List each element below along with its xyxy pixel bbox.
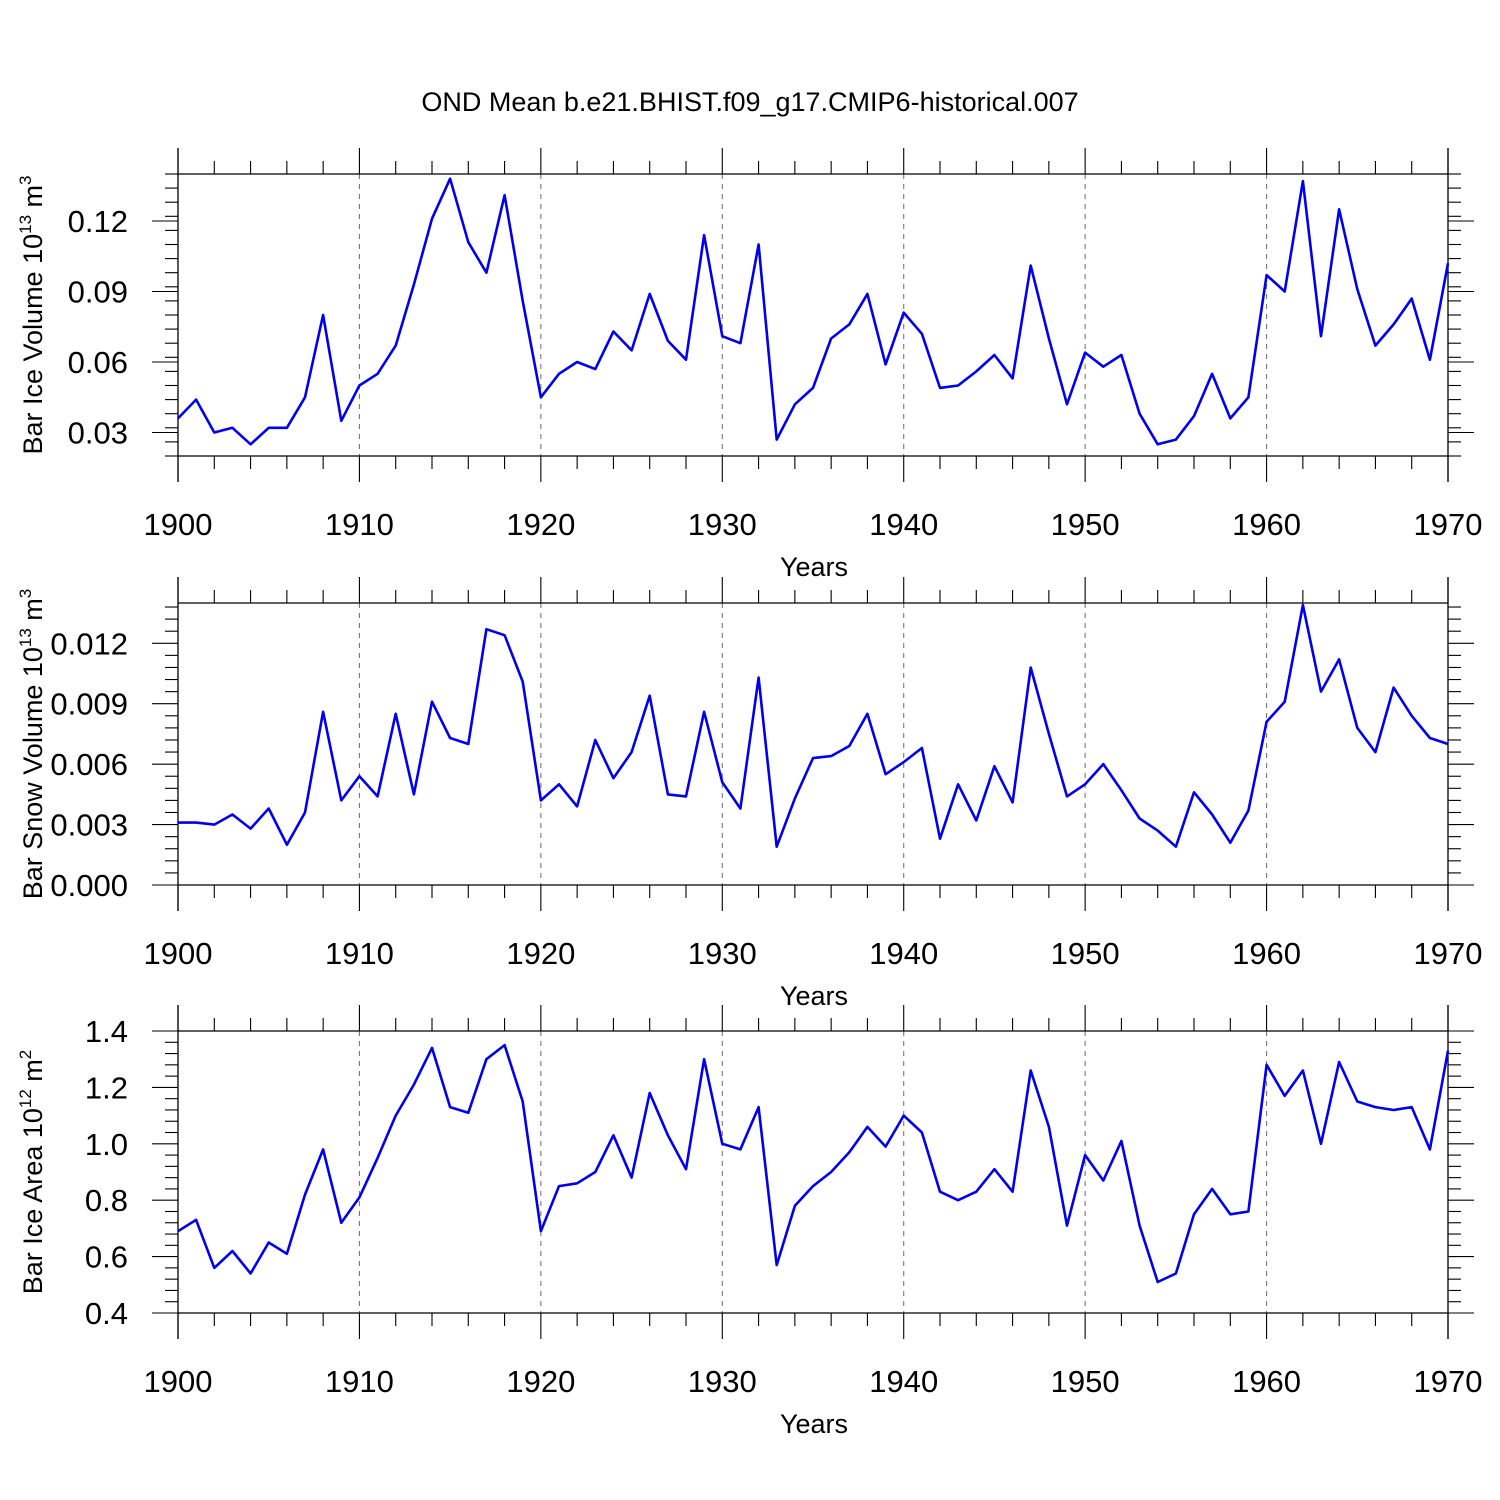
series-line-bar-ice-area <box>177 1043 1450 1284</box>
y-axis-label-text: Bar Snow Volume 10 <box>18 647 48 899</box>
panels: 1900 1910 1920 1930 1940 1950 1960 1970 0.03 0.06… <box>16 148 1482 1439</box>
y-axis-label-superscript: 3 <box>16 589 35 598</box>
y-tick-label: 0.012 <box>50 626 128 661</box>
x-tick-label-1950: 1950 <box>1051 507 1120 542</box>
x-tick-label-1940: 1940 <box>869 936 938 971</box>
y-axis-label-superscript: 12 <box>16 1089 35 1108</box>
bar-ice-area-panel: 1900 1910 1920 1930 1940 1950 1960 1970 0.4 0.6 0.… <box>16 1005 1482 1439</box>
x-tick-label-1930: 1930 <box>688 507 757 542</box>
y-tick-label: 0.03 <box>68 416 128 451</box>
y-axis-label-superscript: 3 <box>16 175 35 184</box>
x-tick-label-1960: 1960 <box>1232 1364 1301 1399</box>
y-tick-label: 0.000 <box>50 868 128 903</box>
x-tick-label-1910: 1910 <box>325 936 394 971</box>
x-tick-label-1920: 1920 <box>506 507 575 542</box>
x-axis-label: Years <box>780 981 848 1011</box>
y-tick-label: 0.12 <box>68 204 128 239</box>
x-tick-label-1900: 1900 <box>144 507 213 542</box>
y-tick-label: 0.006 <box>50 747 128 782</box>
x-tick-label-1920: 1920 <box>506 936 575 971</box>
y-tick-label: 0.003 <box>50 808 128 843</box>
x-tick-label-1950: 1950 <box>1051 936 1120 971</box>
bar-snow-volume-panel: 1900 1910 1920 1930 1940 1950 1960 1970 0.000 0.0… <box>16 577 1482 1011</box>
y-tick-label: 0.6 <box>85 1240 128 1275</box>
x-tick-label-1940: 1940 <box>869 507 938 542</box>
bar-ice-volume-panel: 1900 1910 1920 1930 1940 1950 1960 1970 0.03 0.06… <box>16 148 1482 582</box>
y-tick-label: 1.2 <box>85 1070 128 1105</box>
x-tick-label-1940: 1940 <box>869 1364 938 1399</box>
x-tick-label-1900: 1900 <box>144 936 213 971</box>
series-line-bar-snow-volume <box>178 603 1449 849</box>
y-axis-label: Bar Snow Volume 1013 m3 <box>16 589 48 900</box>
x-tick-label-1960: 1960 <box>1232 507 1301 542</box>
x-tick-label-1970: 1970 <box>1414 936 1483 971</box>
y-tick-label: 1.4 <box>85 1014 128 1049</box>
y-axis-label-text: m <box>18 185 48 215</box>
x-tick-label-1970: 1970 <box>1414 507 1483 542</box>
y-axis-label-text: Bar Ice Area 10 <box>18 1108 48 1294</box>
y-axis-label-superscript: 13 <box>16 215 35 234</box>
x-tick-label-1960: 1960 <box>1232 936 1301 971</box>
y-tick-label: 0.8 <box>85 1183 128 1218</box>
x-axis-label: Years <box>780 552 848 582</box>
y-axis-label-superscript: 13 <box>16 628 35 647</box>
x-tick-label-1970: 1970 <box>1414 1364 1483 1399</box>
x-tick-label-1930: 1930 <box>688 936 757 971</box>
x-tick-label-1930: 1930 <box>688 1364 757 1399</box>
y-tick-label: 0.06 <box>68 345 128 380</box>
series-line-bar-ice-volume <box>177 177 1450 446</box>
figure-title: OND Mean b.e21.BHIST.f09_g17.CMIP6-histo… <box>421 87 1078 117</box>
x-axis-label: Years <box>780 1409 848 1439</box>
y-tick-label: 0.4 <box>85 1296 128 1331</box>
y-axis-label: Bar Ice Volume 1013 m3 <box>16 175 48 454</box>
x-tick-label-1910: 1910 <box>325 507 394 542</box>
y-tick-label: 1.0 <box>85 1127 128 1162</box>
y-tick-label: 0.09 <box>68 275 128 310</box>
y-axis-label-text: m <box>18 1059 48 1089</box>
x-tick-label-1950: 1950 <box>1051 1364 1120 1399</box>
y-axis-label: Bar Ice Area 1012 m2 <box>16 1050 48 1295</box>
x-tick-label-1910: 1910 <box>325 1364 394 1399</box>
x-tick-label-1900: 1900 <box>144 1364 213 1399</box>
y-axis-label-text: m <box>18 598 48 628</box>
x-tick-label-1920: 1920 <box>506 1364 575 1399</box>
y-tick-label: 0.009 <box>50 687 128 722</box>
y-axis-label-superscript: 2 <box>16 1050 35 1059</box>
y-axis-label-text: Bar Ice Volume 10 <box>18 234 48 455</box>
